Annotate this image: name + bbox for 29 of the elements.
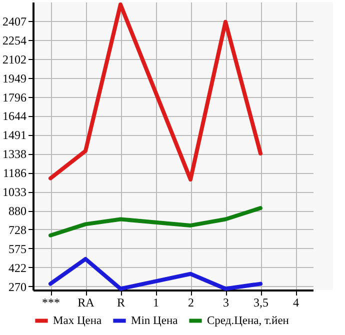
x-tick-label: R [116,296,126,310]
y-tick-label: 2254 [2,33,26,48]
line-series [48,256,262,291]
y-tick-label: 1644 [2,109,26,124]
y-tick-label: 575 [8,242,26,256]
y-tick-label: 880 [8,204,26,218]
y-tick-label: 2407 [2,14,26,28]
y-tick-label: 270 [8,280,26,294]
y-tick-label: 1186 [2,166,26,180]
y-tick-label: 1796 [2,90,26,104]
x-tick-label: RA [78,296,95,310]
legend-label: Сред.Цена, т.йен [207,314,289,327]
y-tick-label: 422 [8,260,26,275]
y-tick-label: 728 [8,222,26,237]
line-series [48,206,262,238]
x-tick-label: *** [42,296,60,310]
x-tick-label: 3 [223,296,229,310]
y-tick-label: 1491 [2,128,26,142]
x-tick-label: 4 [293,296,299,310]
line-series [48,2,262,182]
y-tick-label: 1033 [2,185,26,200]
y-tick-label: 2102 [2,52,26,66]
x-tick-label: 3,5 [254,296,268,310]
legend-label: Min Цена [131,314,178,327]
legend-label: Max Цена [53,314,102,327]
y-tick-label: 1949 [2,71,26,86]
x-tick-label: 1 [153,296,159,310]
x-tick-label: 2 [188,296,194,310]
y-tick-label: 1338 [2,147,26,162]
